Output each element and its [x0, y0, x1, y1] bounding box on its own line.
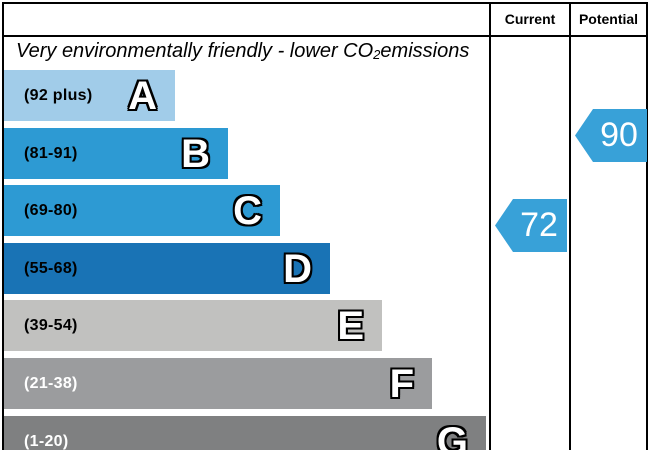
chart-title: Very environmentally friendly - lower CO… — [16, 37, 486, 65]
band-letter: E — [337, 303, 364, 348]
band-range-label: (55-68) — [24, 259, 78, 277]
potential-rating-value: 90 — [600, 116, 638, 154]
potential-column-label: Potential — [578, 10, 639, 27]
band-letter: C — [233, 188, 262, 233]
band-letter: A — [128, 73, 157, 118]
current-column-label: Current — [504, 10, 556, 27]
current-rating-arrow: 72 — [495, 199, 567, 252]
current-column-divider — [489, 2, 491, 450]
table-border-right — [646, 2, 648, 450]
band-row-b: (81-91) B — [4, 128, 228, 179]
band-row-f: (21-38) F — [4, 358, 432, 409]
band-row-c: (69-80) C — [4, 185, 280, 236]
chart-title-text: Very environmentally friendly - lower CO — [16, 39, 374, 62]
band-letter: B — [181, 131, 210, 176]
band-range-label: (1-20) — [24, 432, 69, 450]
table-border-top — [2, 2, 648, 4]
potential-rating-arrow: 90 — [575, 109, 647, 162]
band-range-label: (69-80) — [24, 201, 78, 219]
chart-title-text-end: emissions — [380, 39, 470, 62]
band-letter: G — [436, 419, 468, 450]
potential-column-divider — [569, 2, 571, 450]
table-border-left — [2, 2, 4, 450]
band-row-g: (1-20) G — [4, 416, 486, 450]
chart-title-subscript: 2 — [373, 47, 381, 62]
current-column-header: Current — [491, 2, 569, 35]
potential-column-header: Potential — [571, 2, 646, 35]
current-rating-value: 72 — [520, 206, 558, 244]
band-row-e: (39-54) E — [4, 300, 382, 351]
band-row-d: (55-68) D — [4, 243, 330, 294]
band-range-label: (92 plus) — [24, 86, 93, 104]
band-range-label: (21-38) — [24, 374, 78, 392]
band-range-label: (39-54) — [24, 316, 78, 334]
band-letter: F — [389, 361, 414, 406]
band-letter: D — [283, 246, 312, 291]
header-divider-line — [2, 35, 648, 37]
band-row-a: (92 plus) A — [4, 70, 175, 121]
band-range-label: (81-91) — [24, 144, 78, 162]
